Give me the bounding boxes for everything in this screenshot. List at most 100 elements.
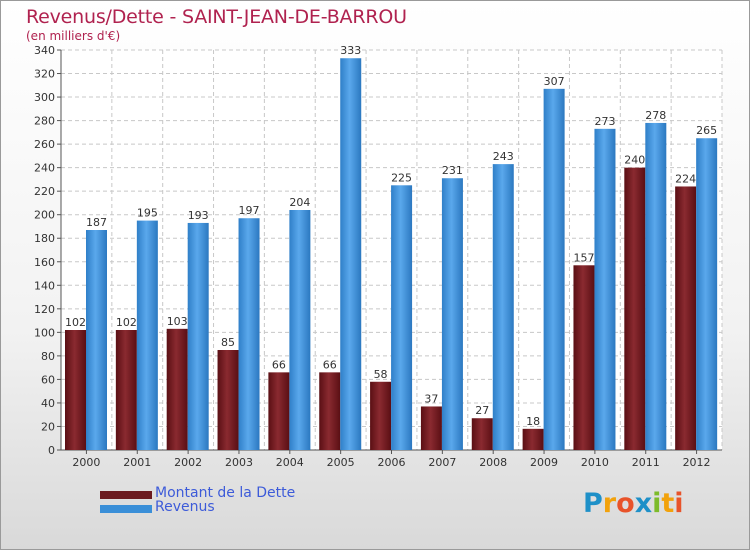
logo-letter: P [583, 488, 603, 519]
legend-swatch-revenus [100, 505, 152, 513]
bar-dette [675, 186, 697, 450]
data-label-dette: 66 [323, 358, 337, 371]
data-label-dette: 37 [424, 392, 438, 405]
data-label-revenus: 243 [493, 150, 514, 163]
y-tick-label: 340 [34, 44, 55, 57]
data-label-dette: 157 [573, 251, 594, 264]
data-label-dette: 103 [167, 315, 188, 328]
bar-dette [573, 265, 595, 450]
legend-swatch-debt [100, 491, 152, 499]
bar-revenus [187, 222, 209, 450]
data-label-revenus: 278 [645, 109, 666, 122]
y-tick-label: 80 [41, 350, 55, 363]
data-label-revenus: 204 [289, 196, 310, 209]
bar-dette [319, 372, 341, 450]
data-label-dette: 18 [526, 415, 540, 428]
data-label-revenus: 195 [137, 207, 158, 220]
proxiti-logo: Proxiti [583, 488, 684, 519]
bar-dette [65, 330, 86, 450]
bar-dette [370, 381, 392, 450]
y-tick-label: 120 [34, 303, 55, 316]
logo-letter: i [674, 488, 684, 519]
logo-letter: x [634, 488, 653, 519]
x-tick-label: 2007 [428, 456, 456, 469]
data-label-revenus: 187 [86, 216, 107, 229]
x-tick-label: 2009 [530, 456, 558, 469]
logo-letter: i [652, 488, 662, 519]
data-label-dette: 224 [675, 172, 696, 185]
data-label-dette: 85 [221, 336, 235, 349]
data-label-revenus: 193 [188, 209, 209, 222]
data-label-revenus: 265 [696, 124, 717, 137]
legend-label-revenus: Revenus [155, 499, 215, 515]
y-tick-label: 0 [48, 444, 55, 457]
bar-revenus [696, 138, 718, 450]
y-tick-label: 280 [34, 115, 55, 128]
bar-dette [166, 328, 188, 450]
data-label-revenus: 273 [594, 115, 615, 128]
bar-revenus [645, 122, 667, 451]
data-label-revenus: 231 [442, 164, 463, 177]
y-tick-label: 160 [34, 256, 55, 269]
x-tick-label: 2005 [327, 456, 355, 469]
bar-dette [471, 418, 493, 450]
data-label-dette: 240 [624, 154, 645, 167]
data-label-dette: 66 [272, 358, 286, 371]
bar-dette [624, 167, 646, 450]
bar-revenus [492, 164, 514, 450]
data-label-revenus: 225 [391, 171, 412, 184]
y-tick-label: 220 [34, 185, 55, 198]
data-labels: 102 187 102 195 103 193 85 197 66 204 66 333 58 225 37… [65, 44, 717, 428]
x-tick-label: 2010 [581, 456, 609, 469]
data-label-dette: 27 [475, 404, 489, 417]
bar-revenus [238, 218, 260, 450]
y-tick-label: 300 [34, 91, 55, 104]
bar-revenus [289, 210, 311, 450]
x-tick-label: 2006 [378, 456, 406, 469]
bar-revenus [594, 128, 616, 450]
x-tick-label: 2002 [174, 456, 202, 469]
logo-letter: r [602, 488, 617, 519]
bar-revenus [86, 230, 107, 450]
x-tick-label: 2008 [479, 456, 507, 469]
y-tick-label: 260 [34, 138, 55, 151]
x-tick-label: 2001 [123, 456, 151, 469]
data-label-dette: 102 [65, 316, 86, 329]
x-tick-label: 2003 [225, 456, 253, 469]
y-tick-label: 40 [41, 397, 55, 410]
y-tick-label: 240 [34, 162, 55, 175]
data-label-dette: 102 [116, 316, 137, 329]
data-label-revenus: 197 [239, 204, 260, 217]
y-tick-label: 200 [34, 209, 55, 222]
data-label-revenus: 333 [340, 44, 361, 57]
data-label-revenus: 307 [544, 75, 565, 88]
bar-revenus [543, 88, 565, 450]
bar-dette [522, 428, 544, 450]
bars [65, 58, 718, 451]
legend-label-debt: Montant de la Dette [155, 485, 296, 501]
chart-title: Revenus/Dette - SAINT-JEAN-DE-BARROU [26, 6, 407, 28]
y-tick-label: 20 [41, 420, 55, 433]
y-tick-label: 100 [34, 326, 55, 339]
bar-dette [217, 350, 239, 450]
data-label-dette: 58 [374, 368, 388, 381]
y-tick-label: 320 [34, 68, 55, 81]
bar-revenus [136, 220, 158, 450]
bar-dette [115, 330, 137, 450]
x-tick-label: 2004 [276, 456, 304, 469]
logo-letter: o [616, 488, 635, 519]
y-tick-label: 180 [34, 232, 55, 245]
y-tick-label: 60 [41, 373, 55, 386]
bar-revenus [340, 58, 362, 451]
y-tick-label: 140 [34, 279, 55, 292]
logo-letter: t [661, 488, 675, 519]
bar-dette [420, 406, 442, 450]
bar-revenus [441, 178, 463, 450]
x-tick-label: 2012 [683, 456, 711, 469]
chart-subtitle: (en milliers d'€) [26, 29, 121, 43]
bar-dette [268, 372, 290, 450]
x-tick-label: 2000 [72, 456, 100, 469]
x-tick-label: 2011 [632, 456, 660, 469]
bar-revenus [391, 185, 413, 450]
